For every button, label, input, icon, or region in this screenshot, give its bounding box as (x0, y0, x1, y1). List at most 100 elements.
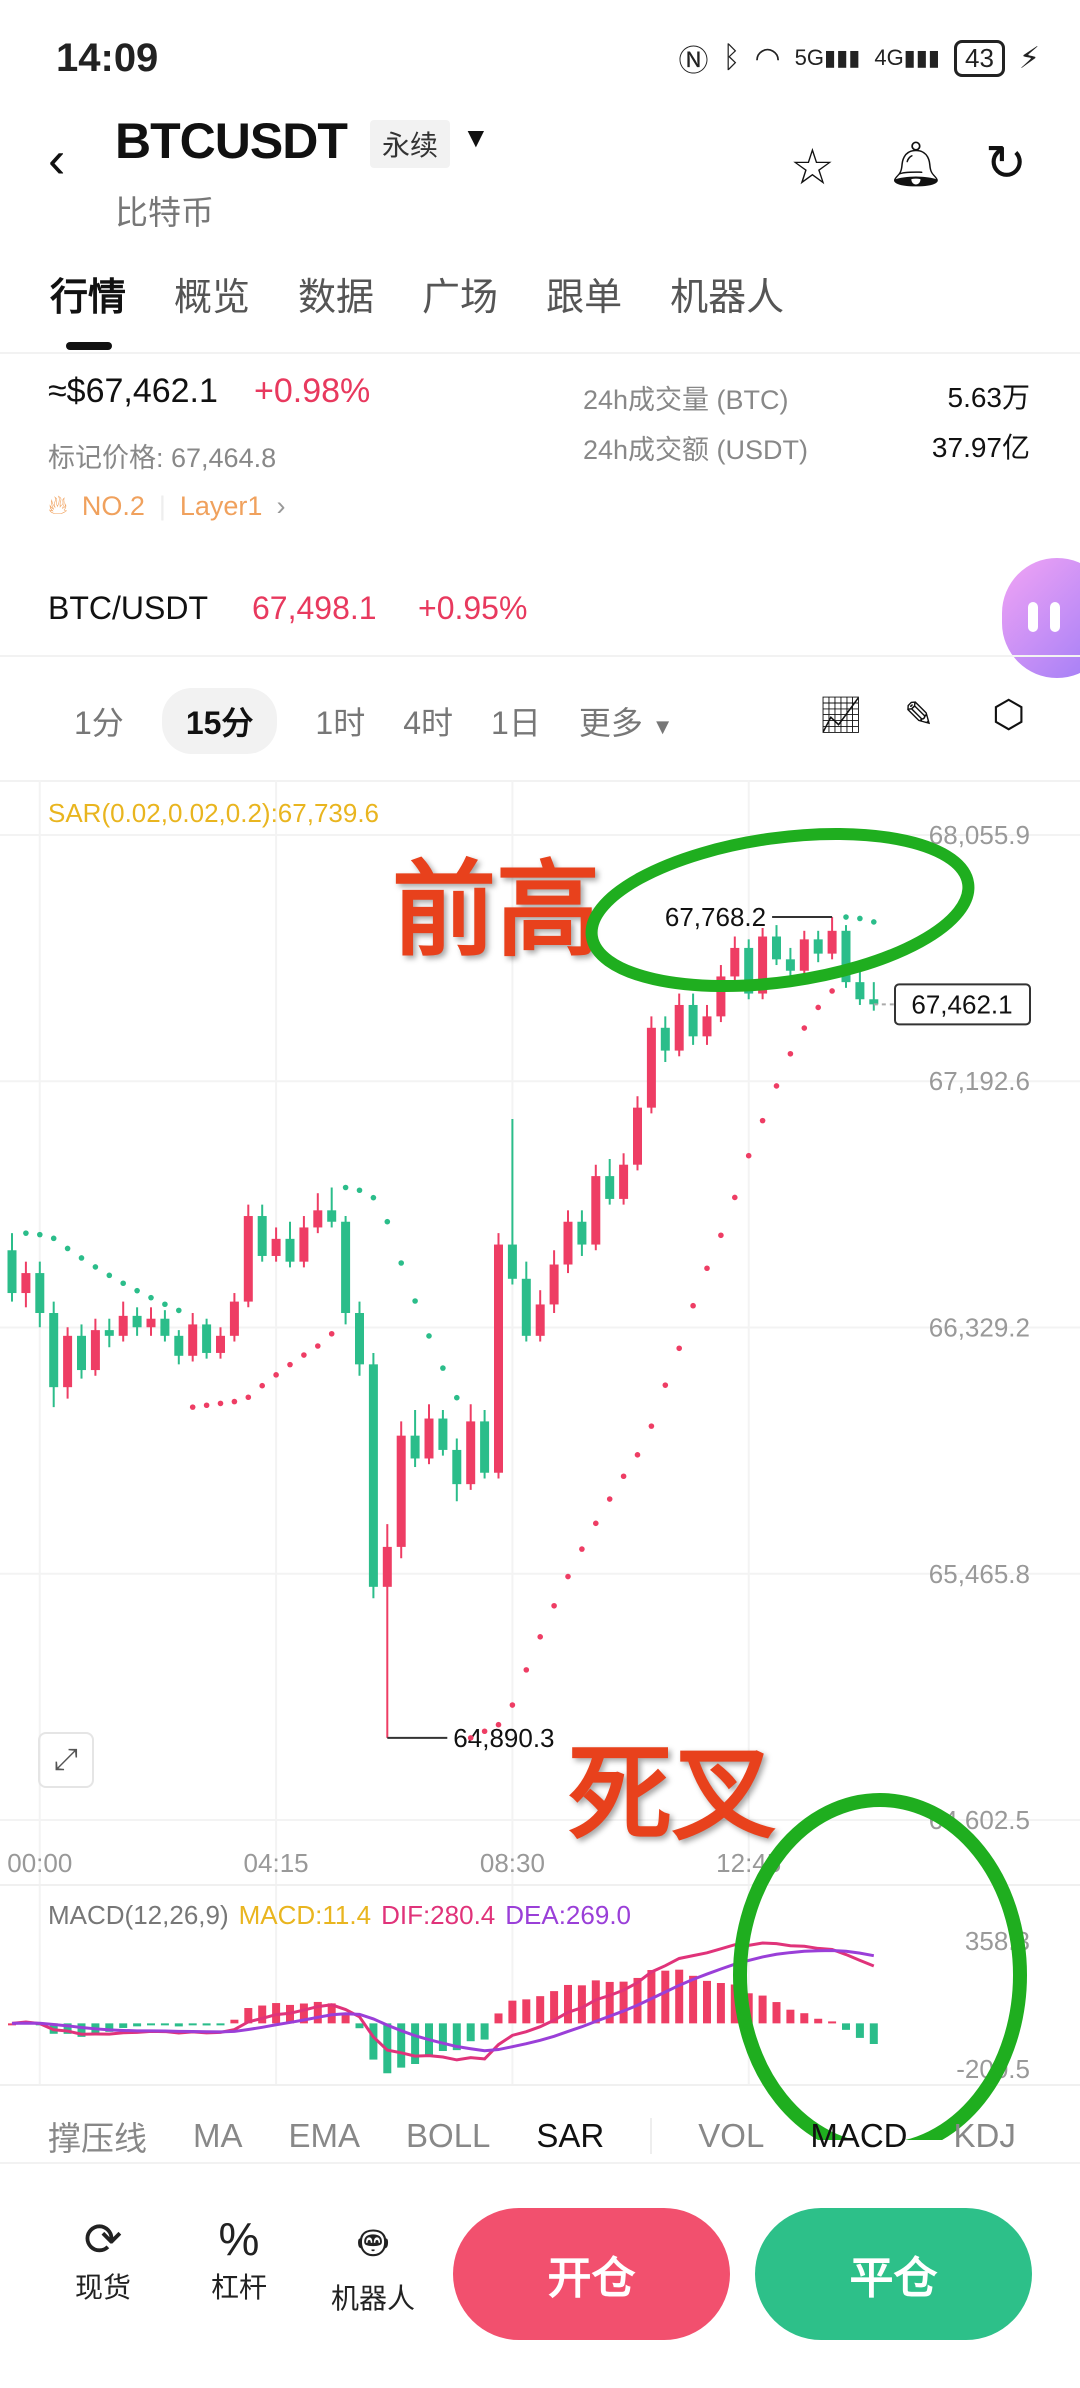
candle-body (229, 1301, 239, 1336)
assistant-bubble[interactable] (1002, 558, 1080, 678)
candle-body (327, 1210, 337, 1222)
macd-histogram-bar (675, 1969, 684, 2024)
y-tick-label: 66,329.2 (929, 1313, 1030, 1343)
macd-histogram-bar (160, 2023, 169, 2026)
macd-histogram-bar (258, 2005, 267, 2024)
sar-dot (245, 1394, 252, 1401)
macd-histogram-bar (202, 2023, 211, 2026)
refresh-icon[interactable]: ↻ (985, 135, 1027, 191)
favorite-star-icon[interactable]: ☆ (790, 139, 835, 195)
macd-histogram-bar (842, 2023, 850, 2030)
sar-dot (801, 1025, 808, 1031)
y-tick-label: 65,465.8 (929, 1559, 1030, 1589)
macd-histogram-bar (564, 1984, 572, 2024)
indicator-vol[interactable]: VOL (698, 2117, 765, 2154)
sar-dot (704, 1265, 710, 1272)
macd-histogram-bar (689, 1975, 698, 2024)
candle-body (410, 1435, 420, 1459)
spot-button[interactable]: ⟳ 现货 (60, 2212, 146, 2306)
macd-histogram-bar (591, 1980, 600, 2024)
indicator-ma[interactable]: MA (193, 2117, 243, 2154)
spot-change: +0.95% (418, 590, 528, 626)
indicator-chart-icon[interactable]: 📈︎ (818, 694, 864, 735)
candle-body (271, 1238, 281, 1256)
sar-dot (551, 1602, 557, 1609)
macd-histogram-bar (869, 2023, 878, 2044)
indicator-ema[interactable]: EMA (288, 2117, 361, 2154)
fullscreen-expand-icon[interactable]: ⤢ (38, 1732, 94, 1788)
nfc-icon: Ⓝ (678, 45, 709, 78)
more-label: 更多 (578, 705, 643, 741)
settings-hexagon-icon[interactable]: ⬡ (992, 694, 1026, 736)
x-tick-label: 00:00 (7, 1848, 72, 1878)
bot-label: 机器人 (330, 2283, 415, 2314)
macd-params: MACD(12,26,9) (48, 1900, 229, 1930)
indicator-support-resistance[interactable]: 撑压线 (48, 2120, 147, 2157)
tab-bots[interactable]: 机器人 (670, 277, 785, 319)
tab-market[interactable]: 行情 (50, 277, 127, 319)
candle-body (7, 1250, 17, 1294)
tab-square[interactable]: 广场 (422, 277, 499, 319)
battery-icon: 43 (954, 39, 1005, 77)
tab-copy-trade[interactable]: 跟单 (546, 277, 623, 319)
candle-body (438, 1418, 448, 1450)
macd-histogram-bar (77, 2023, 86, 2037)
category-tag: Layer1 (179, 490, 263, 521)
candle-body (424, 1418, 434, 1459)
timeframe-4h[interactable]: 4时 (403, 705, 454, 741)
indicator-sar[interactable]: SAR (536, 2117, 605, 2154)
dea-value: DEA:269.0 (505, 1900, 631, 1930)
timeframe-bar: 1分 15分 1时 4时 1日 更多 ▼ (74, 688, 674, 754)
dropdown-caret-icon[interactable]: ▼ (462, 122, 490, 153)
indicator-bar: 撑压线 MA EMA BOLL SAR VOL MACD KDJ (48, 2112, 1016, 2160)
signal-5g-icon: 5G▮▮▮ (794, 45, 861, 70)
sar-dot (509, 1702, 516, 1708)
indicator-macd[interactable]: MACD (810, 2117, 908, 2154)
candle-body (674, 1004, 684, 1051)
candle-body (341, 1221, 351, 1314)
last-price: ≈$67,462.1 (48, 372, 218, 410)
bell-icon[interactable]: 🔔︎ (888, 140, 944, 189)
tags-row[interactable]: 🔥︎ NO.2 | Layer1 › (48, 490, 285, 522)
timeframe-1h[interactable]: 1时 (315, 705, 366, 741)
candle-body (257, 1216, 267, 1256)
macd-histogram-bar (800, 2013, 809, 2024)
candle-body (633, 1107, 642, 1165)
back-button[interactable]: ‹ (48, 131, 66, 189)
candle-body (591, 1176, 601, 1245)
candle-body (480, 1421, 490, 1473)
contract-type-badge[interactable]: 永续 (370, 120, 451, 168)
close-position-button[interactable]: 平仓 (755, 2208, 1032, 2340)
open-position-button[interactable]: 开仓 (453, 2208, 730, 2340)
indicator-boll[interactable]: BOLL (406, 2117, 491, 2154)
margin-button[interactable]: % 杠杆 (196, 2212, 282, 2306)
timeframe-1d[interactable]: 1日 (491, 705, 541, 741)
candle-body (563, 1221, 573, 1265)
timeframe-more[interactable]: 更多 ▼ (579, 698, 674, 744)
spot-pair[interactable]: BTC/USDT (48, 590, 208, 626)
y-tick-label: 64,602.5 (929, 1805, 1030, 1835)
sar-dot (398, 1260, 405, 1266)
timeframe-1m[interactable]: 1分 (74, 705, 124, 741)
candle-body (549, 1264, 559, 1305)
candle-body (646, 1027, 656, 1108)
indicator-kdj[interactable]: KDJ (953, 2117, 1016, 2154)
candlestick-chart[interactable]: 68,055.9 67,192.6 66,329.2 65,465.8 64,602.5… (0, 0, 1080, 2140)
macd-histogram-bar (577, 1985, 586, 2024)
timeframe-15m[interactable]: 15分 (161, 688, 278, 754)
macd-histogram-bar (758, 1995, 767, 2024)
macd-histogram-bar (703, 1980, 711, 2024)
sar-dot (92, 1264, 99, 1270)
tab-overview[interactable]: 概览 (174, 277, 251, 319)
sar-dot (676, 1345, 682, 1352)
tab-data[interactable]: 数据 (298, 277, 375, 319)
candle-body (118, 1315, 128, 1336)
sar-dot (745, 1152, 752, 1159)
candle-body (799, 939, 809, 971)
candle-body (660, 1027, 670, 1051)
candle-body (104, 1330, 114, 1336)
sar-dot (843, 914, 849, 920)
bot-button[interactable]: 🤖︎ 机器人 (320, 2212, 426, 2317)
draw-pen-icon[interactable]: ✎ (904, 694, 935, 735)
candle-body (452, 1449, 462, 1485)
